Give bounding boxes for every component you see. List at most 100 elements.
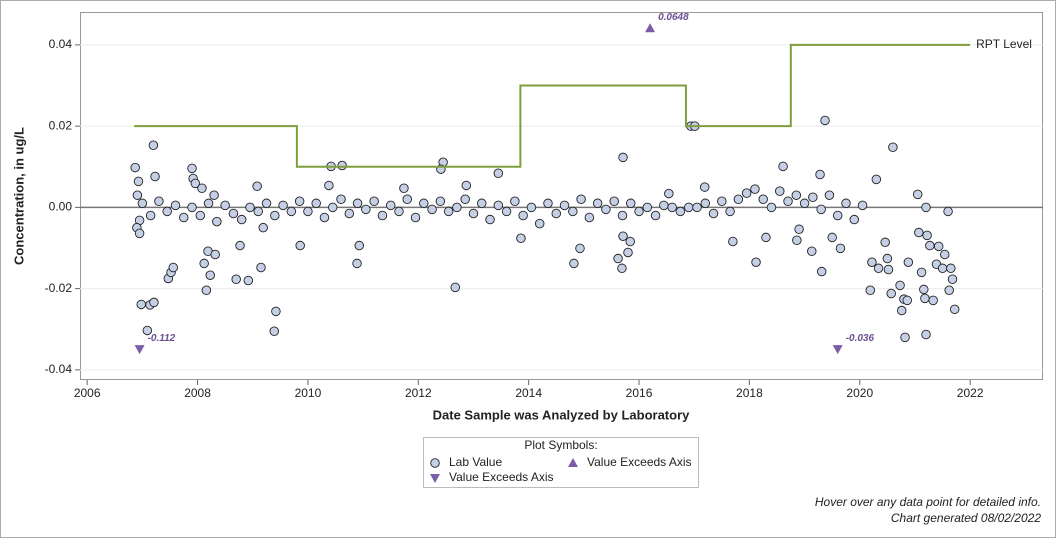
data-point (311, 198, 321, 209)
data-point (835, 243, 846, 254)
data-point (933, 241, 944, 252)
data-point (601, 204, 611, 215)
data-point (750, 184, 760, 194)
data-point (659, 200, 669, 211)
data-point (766, 202, 777, 213)
data-point (733, 194, 744, 204)
data-point (569, 258, 579, 269)
data-point (168, 262, 179, 273)
data-point (130, 162, 140, 173)
data-point (137, 198, 148, 209)
data-point (792, 235, 802, 246)
data-point (824, 190, 835, 200)
data-point (419, 198, 429, 209)
data-point (667, 202, 677, 213)
data-point (921, 329, 931, 340)
data-point (468, 208, 479, 219)
legend-label: Lab Value (449, 455, 502, 469)
exceeds-marker (832, 345, 843, 355)
data-point (394, 206, 404, 217)
data-point (820, 115, 830, 126)
x-tick-label: 2022 (957, 386, 984, 400)
data-point (925, 240, 935, 251)
data-point (526, 202, 537, 213)
data-point (179, 212, 189, 223)
data-point (947, 274, 958, 285)
exceeds-label: 0.0648 (658, 12, 689, 23)
data-point (344, 208, 355, 219)
footer-note: Hover over any data point for detailed i… (815, 495, 1041, 509)
data-point (609, 196, 619, 207)
data-point (543, 198, 553, 209)
data-point (269, 326, 280, 337)
data-point (212, 216, 222, 227)
data-point (683, 202, 694, 213)
data-point (584, 212, 595, 223)
data-point (882, 253, 893, 264)
y-tick-label: -0.04 (45, 362, 73, 376)
data-point (201, 285, 212, 295)
data-point (148, 140, 159, 150)
data-point (203, 198, 214, 209)
data-point (937, 263, 948, 274)
data-point (794, 224, 804, 235)
data-point (919, 284, 929, 295)
data-point (888, 142, 898, 153)
data-point (625, 236, 635, 247)
data-point (816, 266, 827, 277)
data-point (912, 189, 923, 200)
data-point (278, 200, 288, 211)
data-point (559, 200, 570, 211)
x-axis-label: Date Sample was Analyzed by Laboratory (433, 407, 690, 422)
y-tick-label: -0.02 (45, 281, 73, 295)
data-point (900, 332, 910, 343)
data-point (220, 200, 230, 211)
data-point (943, 206, 953, 217)
x-tick-label: 2012 (405, 386, 432, 400)
data-point (914, 227, 924, 238)
data-point (903, 257, 914, 267)
data-point (865, 285, 876, 295)
data-point (286, 206, 297, 217)
data-point (807, 246, 817, 256)
data-point (256, 262, 266, 273)
data-point (190, 178, 201, 189)
data-point (205, 270, 215, 280)
data-point (295, 240, 305, 251)
x-tick-label: 2020 (846, 386, 873, 400)
data-point (920, 293, 930, 304)
data-point (728, 236, 738, 247)
data-point (816, 204, 826, 215)
data-point (361, 204, 371, 215)
data-point (150, 171, 160, 182)
data-point (258, 222, 268, 233)
data-point (399, 183, 409, 194)
data-point (725, 206, 735, 217)
data-point (617, 210, 628, 221)
data-point (783, 196, 793, 207)
data-point (692, 202, 702, 213)
data-point (613, 253, 623, 264)
data-point (751, 257, 761, 267)
data-point (162, 206, 172, 217)
data-point (946, 263, 956, 274)
data-point (921, 202, 931, 213)
data-point (699, 182, 710, 192)
data-point (949, 304, 960, 315)
data-point (832, 210, 843, 221)
x-tick-label: 2008 (184, 386, 211, 400)
data-point (402, 194, 413, 204)
data-point (501, 206, 512, 217)
data-point (902, 295, 912, 306)
data-point (808, 192, 818, 202)
data-point (778, 161, 788, 172)
data-point (271, 306, 281, 317)
legend-box (423, 437, 699, 488)
data-point (708, 208, 719, 219)
data-point (568, 206, 578, 217)
data-point (623, 247, 633, 258)
data-point (253, 206, 264, 217)
data-point (337, 160, 347, 171)
data-point (410, 212, 421, 223)
